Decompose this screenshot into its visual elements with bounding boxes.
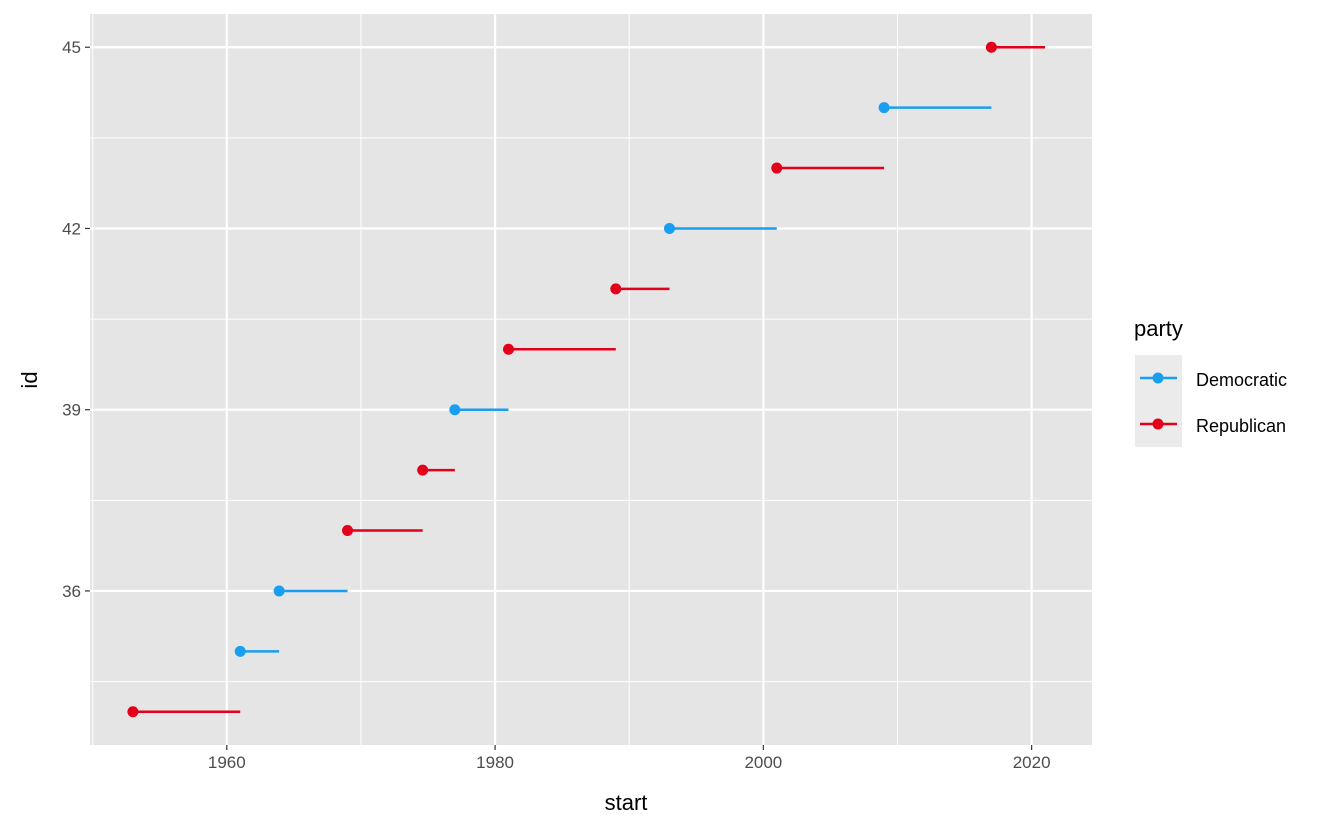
term-start-point-38 — [417, 464, 429, 476]
legend-label-republican: Republican — [1196, 416, 1286, 436]
y-tick-label: 42 — [62, 219, 81, 238]
x-tick-label: 1980 — [476, 753, 514, 772]
y-axis-label: id — [17, 371, 42, 388]
term-start-point-34 — [127, 706, 139, 718]
legend-title: party — [1134, 316, 1183, 341]
term-start-point-41 — [610, 283, 622, 295]
panel-background — [90, 14, 1092, 745]
term-start-point-36 — [273, 585, 285, 597]
legend-point-democratic — [1152, 372, 1164, 384]
term-start-point-43 — [771, 162, 783, 174]
term-start-point-42 — [663, 222, 675, 234]
term-start-point-44 — [878, 102, 890, 114]
term-start-point-35 — [234, 645, 246, 657]
y-tick-label: 39 — [62, 401, 81, 420]
x-axis-label: start — [605, 790, 648, 815]
term-start-point-40 — [503, 343, 515, 355]
legend: party Democratic Republican — [1134, 316, 1287, 447]
term-start-point-39 — [449, 404, 461, 416]
legend-point-republican — [1152, 418, 1164, 430]
x-tick-label: 1960 — [208, 753, 246, 772]
x-tick-label: 2020 — [1013, 753, 1051, 772]
x-tick-label: 2000 — [744, 753, 782, 772]
term-start-point-45 — [985, 41, 997, 53]
legend-label-democratic: Democratic — [1196, 370, 1287, 390]
y-tick-label: 36 — [62, 582, 81, 601]
term-start-point-37 — [342, 525, 354, 537]
y-tick-label: 45 — [62, 38, 81, 57]
